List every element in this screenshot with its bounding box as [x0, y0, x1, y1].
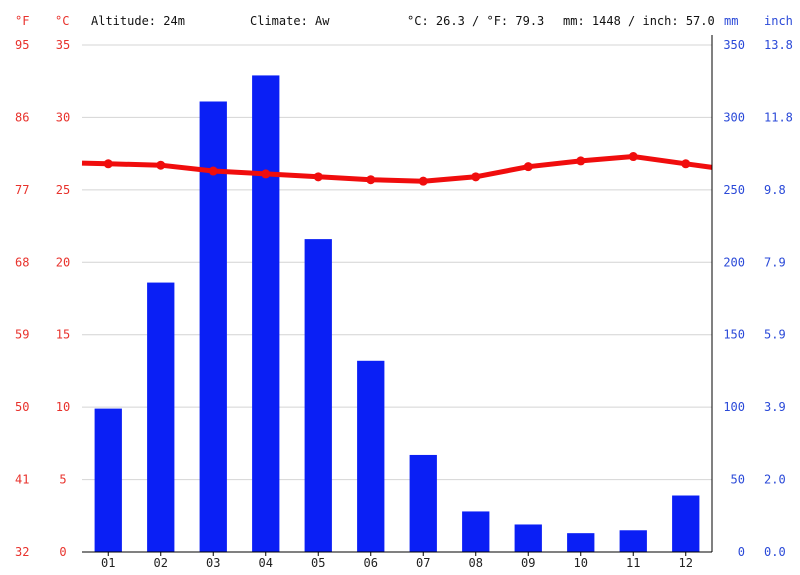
celsius-tick-label: 10 — [56, 400, 70, 414]
month-tick-label: 12 — [679, 556, 693, 570]
temperature-point — [261, 169, 271, 179]
mm-tick-label: 250 — [723, 183, 745, 197]
precipitation-bar — [409, 454, 437, 552]
fahrenheit-tick-label: 68 — [15, 255, 29, 269]
inch-tick-label: 13.8 — [764, 38, 793, 52]
mm-tick-label: 150 — [723, 328, 745, 342]
celsius-unit-label: °C — [55, 14, 69, 28]
temperature-point — [418, 176, 428, 186]
temperature-point — [208, 166, 218, 176]
month-tick-label: 06 — [364, 556, 378, 570]
mm-tick-label: 300 — [723, 110, 745, 124]
mm-tick-label: 200 — [723, 255, 745, 269]
temperature-point — [628, 152, 638, 162]
precipitation-bar — [147, 282, 175, 552]
precipitation-bar — [199, 101, 227, 552]
month-tick-label: 05 — [311, 556, 325, 570]
celsius-tick-label: 5 — [59, 473, 66, 487]
month-tick-label: 11 — [626, 556, 640, 570]
inch-tick-label: 7.9 — [764, 255, 786, 269]
precipitation-bar — [94, 408, 122, 552]
temperature-summary: °C: 26.3 / °F: 79.3 — [407, 14, 544, 28]
celsius-tick-label: 35 — [56, 38, 70, 52]
month-tick-label: 01 — [101, 556, 115, 570]
temperature-line — [81, 152, 713, 186]
mm-tick-label: 350 — [723, 38, 745, 52]
altitude-label: Altitude: 24m — [91, 14, 185, 28]
month-tick-label: 09 — [521, 556, 535, 570]
month-tick-label: 02 — [154, 556, 168, 570]
temperature-point — [103, 159, 113, 169]
temperature-point — [313, 172, 323, 182]
climate-label: Climate: Aw — [250, 14, 330, 28]
month-tick-label: 10 — [574, 556, 588, 570]
mm-unit-label: mm — [724, 14, 738, 28]
inch-tick-label: 0.0 — [764, 545, 786, 559]
precipitation-bar — [567, 533, 595, 552]
celsius-tick-label: 20 — [56, 255, 70, 269]
month-tick-label: 07 — [416, 556, 430, 570]
celsius-tick-label: 0 — [59, 545, 66, 559]
temperature-point — [471, 172, 481, 182]
celsius-tick-label: 30 — [56, 110, 70, 124]
mm-tick-label: 0 — [738, 545, 745, 559]
inch-tick-label: 5.9 — [764, 328, 786, 342]
inch-unit-label: inch — [764, 14, 793, 28]
precipitation-bar — [357, 360, 385, 552]
celsius-tick-label: 25 — [56, 183, 70, 197]
temperature-point — [366, 175, 376, 185]
temperature-point — [681, 159, 691, 169]
fahrenheit-tick-label: 32 — [15, 545, 29, 559]
fahrenheit-tick-label: 95 — [15, 38, 29, 52]
precipitation-bar — [304, 239, 332, 552]
temperature-point — [156, 160, 166, 170]
precipitation-bar — [252, 75, 280, 553]
inch-tick-label: 11.8 — [764, 110, 793, 124]
precipitation-summary: mm: 1448 / inch: 57.0 — [563, 14, 715, 28]
gridlines — [82, 44, 712, 481]
inch-tick-label: 3.9 — [764, 400, 786, 414]
temperature-point — [576, 156, 586, 166]
precipitation-bar — [462, 511, 490, 552]
mm-tick-label: 100 — [723, 400, 745, 414]
precipitation-bar — [514, 524, 542, 552]
inch-tick-label: 2.0 — [764, 473, 786, 487]
precipitation-bars — [94, 75, 700, 553]
fahrenheit-tick-label: 86 — [15, 110, 29, 124]
fahrenheit-tick-label: 77 — [15, 183, 29, 197]
axis-ticks: 32 0 0 0.0 41 5 50 2.0 50 10 100 3.9 59 15 150 5.9 68 20 2… — [15, 38, 793, 570]
fahrenheit-tick-label: 59 — [15, 328, 29, 342]
fahrenheit-tick-label: 50 — [15, 400, 29, 414]
precipitation-bar — [672, 495, 700, 552]
month-tick-label: 08 — [469, 556, 483, 570]
month-tick-label: 03 — [206, 556, 220, 570]
mm-tick-label: 50 — [731, 473, 745, 487]
precipitation-bar — [619, 530, 647, 552]
temperature-point — [523, 162, 533, 172]
temperature-series-line — [81, 154, 713, 184]
fahrenheit-unit-label: °F — [15, 14, 29, 28]
inch-tick-label: 9.8 — [764, 183, 786, 197]
celsius-tick-label: 15 — [56, 328, 70, 342]
fahrenheit-tick-label: 41 — [15, 473, 29, 487]
month-tick-label: 04 — [259, 556, 273, 570]
